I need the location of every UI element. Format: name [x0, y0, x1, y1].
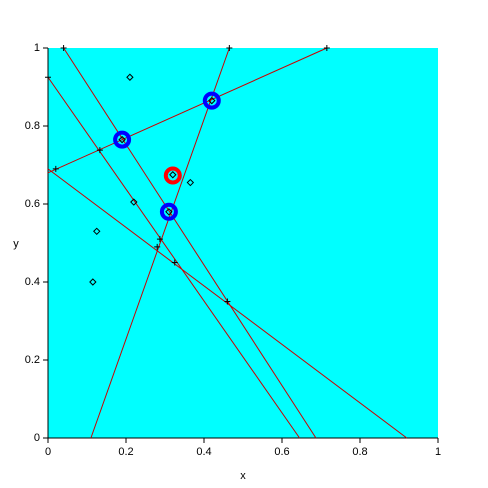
line: [47, 76, 300, 439]
x-tick-label: 0.6: [274, 446, 289, 458]
cross-marker: [60, 45, 67, 51]
y-axis-label: y: [13, 238, 19, 250]
cross-marker: [45, 74, 51, 81]
plot-area: [48, 48, 438, 438]
diamond-marker: [89, 278, 97, 286]
x-tick-label: 0.4: [196, 446, 211, 458]
diamond-marker: [130, 198, 138, 206]
circle-marker: [113, 130, 132, 149]
circle-marker: [159, 202, 178, 221]
y-tick-label: 0.8: [25, 120, 40, 132]
cross-marker: [224, 298, 231, 305]
diamond-marker: [186, 178, 195, 187]
y-tick-label: 0.6: [25, 198, 40, 210]
diamond-marker: [169, 171, 177, 179]
y-tick-label: 0.4: [25, 276, 40, 288]
cross-marker: [52, 165, 59, 172]
cross-marker: [171, 259, 178, 266]
diamond-marker: [208, 96, 216, 105]
circle-marker: [163, 166, 182, 185]
y-tick-label: 1: [34, 42, 40, 54]
line: [90, 47, 230, 439]
diamond-marker: [118, 135, 126, 144]
y-tick-label: 0: [34, 432, 40, 444]
x-tick-label: 0: [45, 446, 51, 458]
cross-marker: [156, 236, 163, 243]
y-tick-label: 0.2: [25, 354, 40, 366]
diamond-marker: [93, 227, 101, 236]
circle-marker: [202, 91, 221, 110]
cross-marker: [96, 147, 103, 154]
x-tick-label: 0.8: [352, 446, 367, 458]
x-tick-label: 0.2: [118, 446, 133, 458]
cross-marker: [323, 45, 330, 51]
line: [47, 47, 328, 174]
cross-marker: [226, 45, 233, 51]
diamond-marker: [126, 73, 134, 81]
line: [63, 47, 317, 439]
cross-marker: [154, 243, 161, 250]
diamond-marker: [165, 208, 173, 216]
x-axis-label: x: [240, 470, 246, 482]
x-tick-label: 1: [435, 446, 441, 458]
